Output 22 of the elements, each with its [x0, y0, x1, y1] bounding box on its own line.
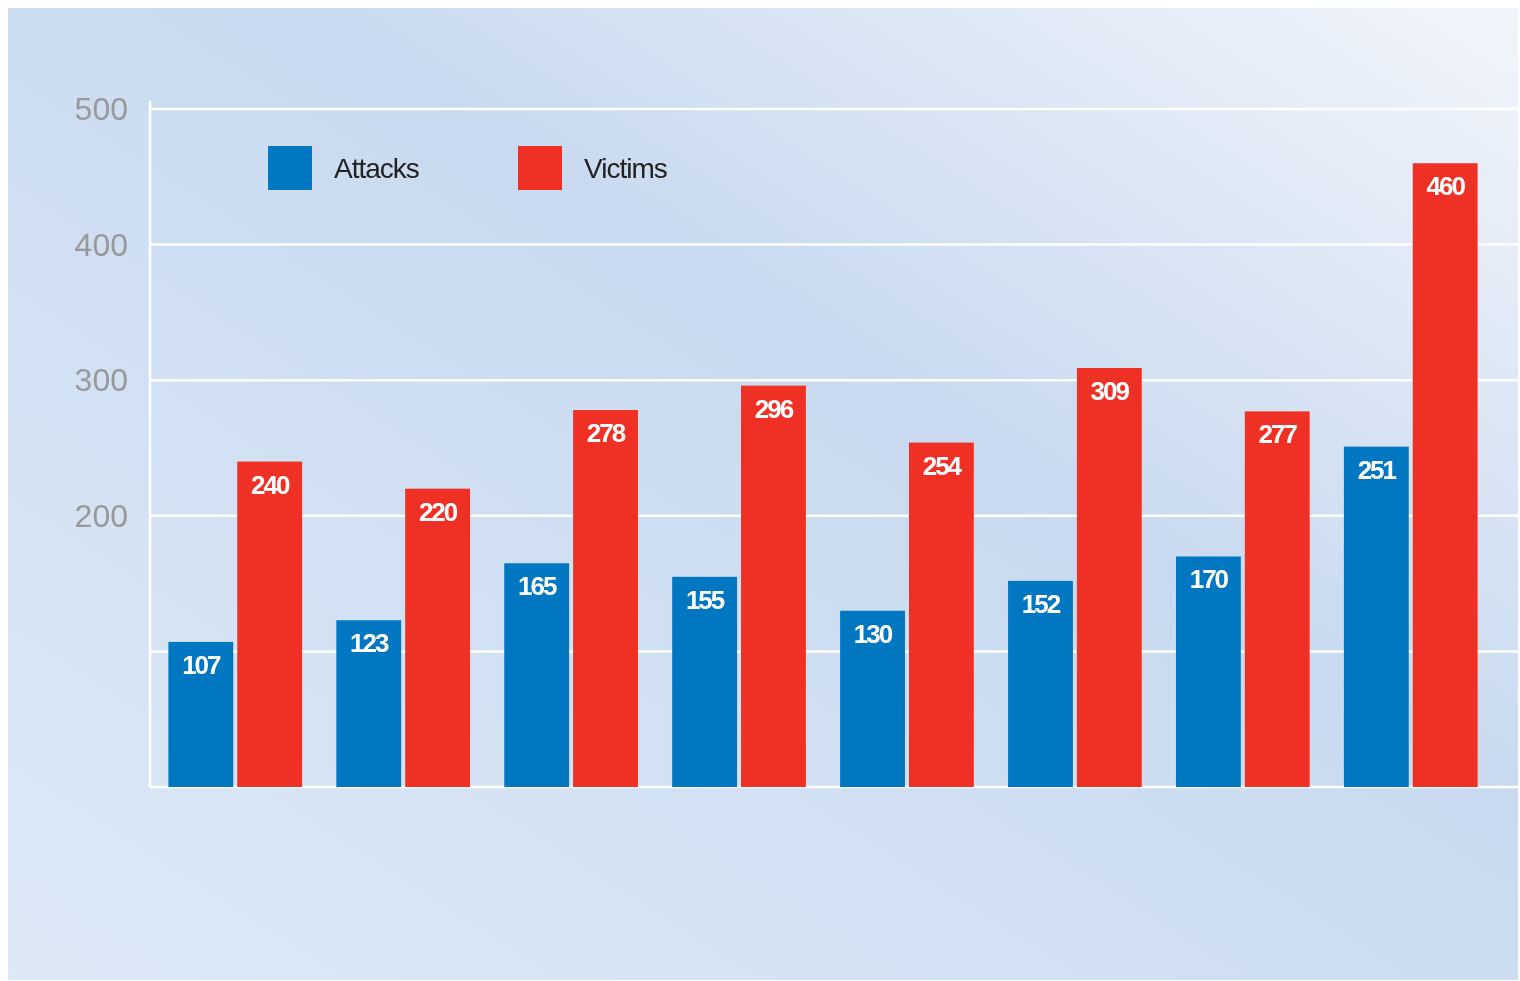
data-label: 130 [853, 618, 893, 649]
data-label: 296 [754, 393, 794, 424]
legend-label: Victims [584, 152, 667, 184]
data-label: 152 [1021, 588, 1061, 619]
data-label: 123 [350, 628, 389, 659]
y-tick-label: 200 [74, 498, 128, 534]
data-label: 220 [418, 496, 458, 527]
y-tick-label: 400 [74, 226, 128, 263]
y-tick-label: 300 [74, 362, 128, 399]
data-label: 460 [1426, 171, 1466, 202]
legend-label: Attacks [334, 152, 419, 184]
data-label: 107 [182, 649, 222, 680]
data-label: 170 [1189, 564, 1229, 595]
data-label: 251 [1357, 454, 1397, 485]
data-label: 277 [1258, 419, 1298, 450]
data-label: 165 [517, 571, 557, 602]
y-tick-label: 500 [74, 91, 128, 128]
data-label: 278 [586, 418, 626, 449]
data-label: 240 [250, 469, 290, 500]
data-label: 155 [685, 584, 725, 615]
data-label: 309 [1090, 376, 1130, 406]
data-label: 254 [922, 450, 963, 481]
